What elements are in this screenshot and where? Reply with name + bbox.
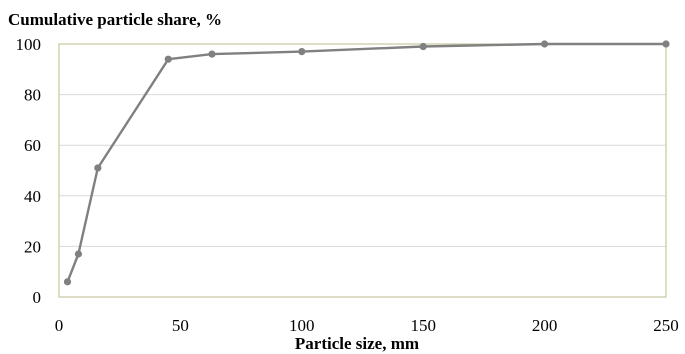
data-point-0-1 <box>74 250 83 258</box>
data-point-0-0 <box>63 278 72 286</box>
x-tick-label-1: 50 <box>172 316 189 335</box>
data-point-0-8 <box>662 40 670 48</box>
data-point-0-4 <box>208 50 216 58</box>
data-point-0-6 <box>419 42 427 51</box>
y-tick-label-2: 40 <box>24 187 41 206</box>
y-tick-label-5: 100 <box>16 35 42 54</box>
data-point-0-7 <box>541 40 549 48</box>
y-tick-label-1: 20 <box>24 237 41 256</box>
grid <box>59 43 666 247</box>
x-tick-label-0: 0 <box>55 316 64 335</box>
y-tick-label-0: 0 <box>33 288 42 307</box>
y-tick-label-3: 60 <box>24 136 41 155</box>
y-ticks: 0 20 40 60 80 100 <box>16 35 42 307</box>
x-tick-label-3: 150 <box>410 316 436 335</box>
x-tick-label-2: 100 <box>289 316 315 335</box>
x-axis-title: Particle size, mm <box>295 334 419 353</box>
plot-border <box>58 43 667 298</box>
series <box>63 40 670 286</box>
data-point-0-3 <box>164 55 172 63</box>
x-tick-label-5: 250 <box>653 316 679 335</box>
x-tick-label-4: 200 <box>532 316 558 335</box>
data-point-0-5 <box>298 47 306 56</box>
data-point-0-2 <box>94 164 102 172</box>
x-ticks: 0 50 100 150 200 250 <box>55 316 679 335</box>
y-tick-label-4: 80 <box>24 86 41 105</box>
y-axis-title: Cumulative particle share, % <box>8 10 222 29</box>
